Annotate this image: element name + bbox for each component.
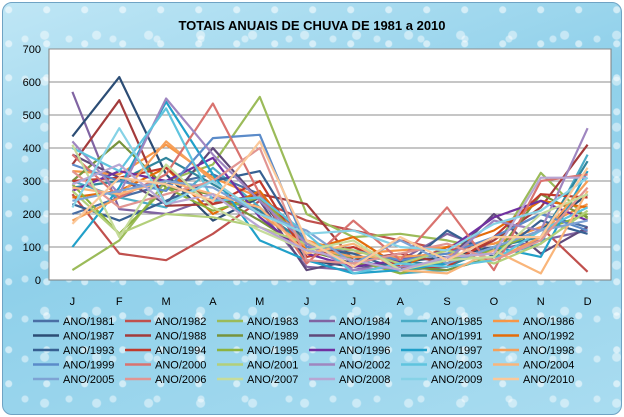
- legend-label: ANO/1994: [155, 345, 206, 357]
- x-tick-label: J: [304, 296, 310, 308]
- legend-label: ANO/1988: [155, 331, 206, 343]
- y-tick-label: 600: [23, 77, 41, 89]
- legend-label: ANO/2003: [431, 360, 482, 372]
- series-line-ano-2008: [71, 163, 588, 272]
- legend-label: ANO/1986: [523, 316, 574, 328]
- legend-label: ANO/1981: [63, 316, 114, 328]
- x-tick-label: A: [397, 296, 405, 308]
- legend-label: ANO/1992: [523, 331, 574, 343]
- y-tick-label: 400: [23, 143, 41, 155]
- legend-label: ANO/2007: [247, 374, 298, 386]
- legend-label: ANO/2006: [155, 374, 206, 386]
- x-tick-label: M: [255, 296, 264, 308]
- rainfall-line-chart: TOTAIS ANUAIS DE CHUVA DE 1981 a 2010 0 1…: [23, 18, 612, 386]
- legend-label: ANO/2005: [63, 374, 114, 386]
- legend-label: ANO/2002: [339, 360, 390, 372]
- x-tick-label: O: [490, 296, 499, 308]
- legend-label: ANO/1993: [63, 345, 114, 357]
- legend-label: ANO/2008: [339, 374, 390, 386]
- legend-label: ANO/1996: [339, 345, 390, 357]
- legend-label: ANO/2001: [247, 360, 298, 372]
- x-tick-label: F: [116, 296, 123, 308]
- series-line-ano-2009: [71, 127, 589, 252]
- legend-label: ANO/1998: [523, 345, 574, 357]
- y-tick-label: 200: [23, 209, 41, 221]
- legend-label: ANO/1997: [431, 345, 482, 357]
- legend-label: ANO/1989: [247, 331, 298, 343]
- legend-label: ANO/1984: [339, 316, 390, 328]
- series-line-ano-2010: [71, 140, 589, 268]
- y-tick-label: 500: [23, 110, 41, 122]
- x-tick-label: A: [209, 296, 217, 308]
- x-tick-label: M: [161, 296, 170, 308]
- legend-label: ANO/2000: [155, 360, 206, 372]
- legend-label: ANO/1995: [247, 345, 298, 357]
- legend-label: ANO/1990: [339, 331, 390, 343]
- series-line-ano-1992: [72, 166, 588, 268]
- x-tick-label: S: [443, 296, 450, 308]
- x-tick-label: D: [584, 296, 592, 308]
- y-tick-label: 100: [23, 242, 41, 254]
- legend-label: ANO/2010: [523, 374, 574, 386]
- x-tick-label: J: [70, 296, 76, 308]
- legend-label: ANO/1983: [247, 316, 298, 328]
- chart-title: TOTAIS ANUAIS DE CHUVA DE 1981 a 2010: [178, 18, 445, 33]
- legend-label: ANO/2009: [431, 374, 482, 386]
- legend-label: ANO/1999: [63, 360, 114, 372]
- y-tick-label: 300: [23, 176, 41, 188]
- legend-label: ANO/1991: [431, 331, 482, 343]
- legend-label: ANO/1987: [63, 331, 114, 343]
- legend-label: ANO/2004: [523, 360, 574, 372]
- series-line-ano-2007: [71, 144, 589, 272]
- x-tick-label: N: [537, 296, 545, 308]
- legend-label: ANO/1982: [155, 316, 206, 328]
- y-tick-label: 700: [23, 44, 41, 56]
- y-tick-label: 0: [35, 275, 41, 287]
- legend-label: ANO/1985: [431, 316, 482, 328]
- x-tick-label: J: [351, 296, 357, 308]
